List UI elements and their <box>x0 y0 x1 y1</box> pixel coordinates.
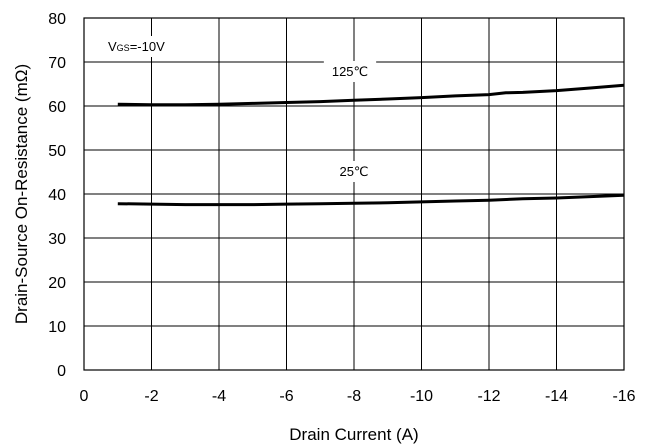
y-tick-label: 50 <box>48 143 66 160</box>
series-group <box>117 83 625 207</box>
condition-main: V <box>108 39 117 54</box>
y-axis-label: Drain-Source On-Resistance (mΩ) <box>12 64 31 324</box>
label-125-background <box>323 61 377 82</box>
plot-frame <box>83 17 625 371</box>
condition-rest: =-10V <box>130 39 165 54</box>
x-tick-label: -12 <box>477 388 500 405</box>
x-tick-label: -14 <box>545 388 568 405</box>
y-tick-label: 10 <box>48 319 66 336</box>
y-tick-label: 80 <box>48 11 66 28</box>
condition-subscript: GS <box>117 43 130 53</box>
x-tick-labels: 0 -2 -4 -6 -8 -10 -12 -14 -16 <box>80 388 636 405</box>
y-tick-label: 60 <box>48 99 66 116</box>
y-tick-label: 20 <box>48 275 66 292</box>
series-line-1 <box>117 193 625 207</box>
x-tick-label: -10 <box>410 388 433 405</box>
x-tick-label: -8 <box>347 388 361 405</box>
x-axis-label: Drain Current (A) <box>289 425 418 444</box>
series-line-0 <box>117 83 625 107</box>
x-tick-label: 0 <box>80 388 89 405</box>
x-tick-label: -16 <box>612 388 635 405</box>
x-tick-label: -6 <box>279 388 293 405</box>
y-tick-label: 0 <box>57 363 66 380</box>
series-label-125c: 125℃ <box>332 64 368 79</box>
label-25-background <box>331 161 377 182</box>
x-tick-label: -2 <box>144 388 158 405</box>
y-tick-label: 40 <box>48 187 66 204</box>
y-tick-label: 30 <box>48 231 66 248</box>
condition-label: VGS=-10V <box>108 39 165 54</box>
condition-label-background <box>100 36 174 57</box>
y-tick-label: 70 <box>48 55 66 72</box>
y-tick-labels: 0 10 20 30 40 50 60 70 80 <box>48 11 66 380</box>
x-tick-label: -4 <box>212 388 226 405</box>
series-label-25c: 25℃ <box>339 164 368 179</box>
